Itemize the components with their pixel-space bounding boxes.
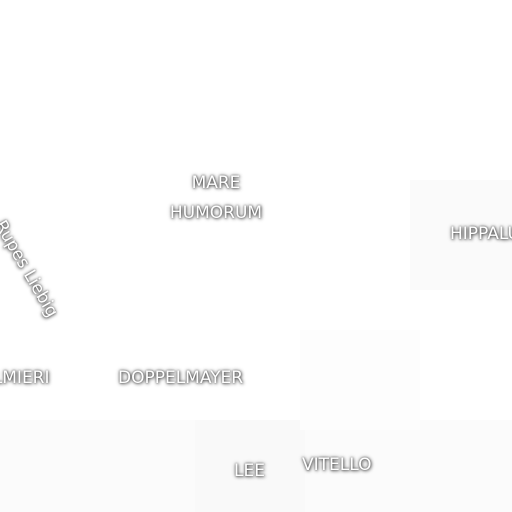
- mare-humorum-line1: MARE: [191, 173, 241, 193]
- mare-humorum-line2: HUMORUM: [169, 203, 263, 223]
- vitello-label: VITELLO: [302, 455, 372, 475]
- lee-label: LEE: [234, 461, 265, 481]
- mare-humorum-label: MARE HUMORUM: [160, 168, 272, 228]
- map-tile: [195, 420, 305, 512]
- hippalus-label: HIPPALUS: [450, 224, 512, 244]
- map-tile: [300, 330, 420, 430]
- map-tile: [0, 0, 512, 160]
- rupes-liebig-label: Rupes Liebig: [0, 217, 62, 321]
- doppelmayer-label: DOPPELMAYER: [118, 368, 244, 388]
- map-tile: [410, 180, 512, 290]
